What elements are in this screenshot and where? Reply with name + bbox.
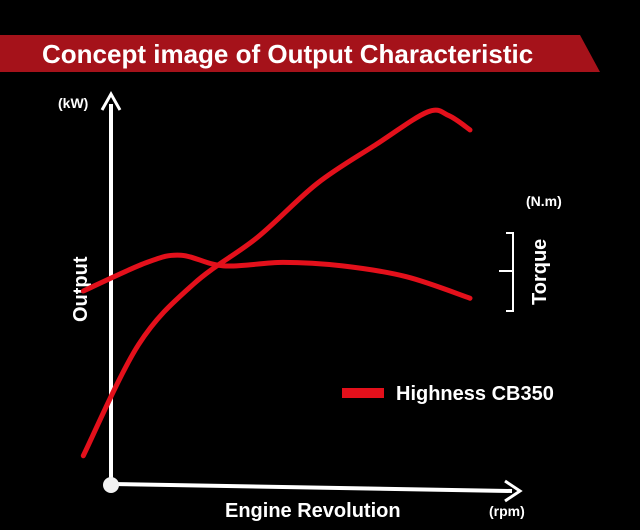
- y2-axis-label: Torque: [529, 239, 551, 305]
- x-axis-arrow: [504, 479, 523, 503]
- y-axis-unit: (kW): [58, 95, 88, 111]
- legend-swatch: [342, 388, 384, 398]
- output-curve: [80, 107, 473, 459]
- origin-dot: [103, 477, 119, 493]
- y2-axis-unit: (N.m): [526, 193, 562, 209]
- x-axis-label: Engine Revolution: [225, 500, 401, 522]
- series-layer: [80, 107, 473, 459]
- legend-label: Highness CB350: [396, 383, 554, 405]
- x-axis-line: [110, 482, 513, 493]
- x-axis-unit: (rpm): [489, 503, 525, 519]
- y-axis-arrow: [100, 90, 122, 111]
- torque-curve: [80, 252, 473, 301]
- y-axis-label: Output: [70, 256, 92, 322]
- title-banner: [0, 35, 600, 72]
- chart-title: Concept image of Output Characteristic: [42, 39, 533, 69]
